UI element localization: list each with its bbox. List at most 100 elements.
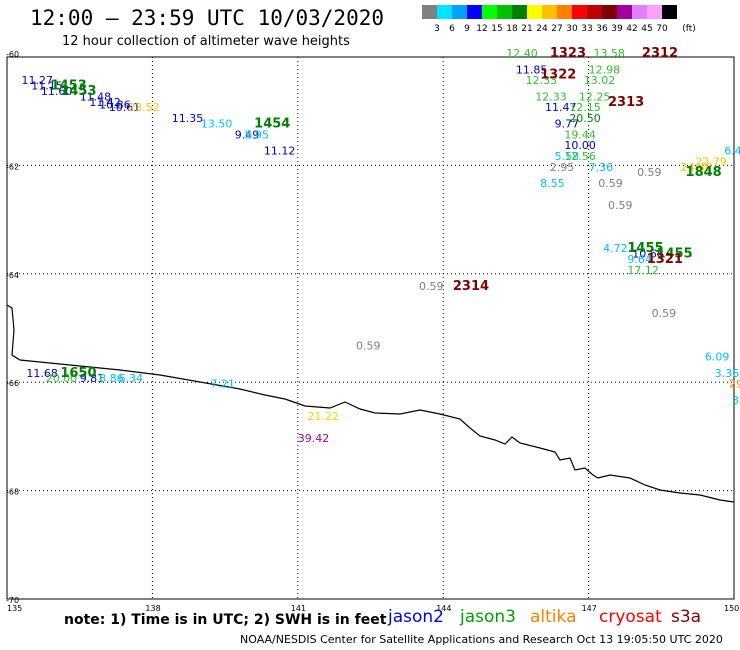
y-tick-label: -62 [6,162,19,171]
swh-value: 12.98 [589,63,621,76]
swh-value: 39.42 [298,432,330,445]
swh-value: 11.35 [172,112,204,125]
pass-time-label: 2312 [642,46,678,61]
satellite-legend-jason2: jason2 [388,607,444,627]
pass-time-label: 1453 [51,79,87,94]
swh-value: 12.25 [579,90,611,103]
scale-label: 18 [506,24,518,34]
scale-label: 39 [611,24,623,34]
scale-label: 15 [491,24,503,34]
y-tick-label: -60 [6,50,19,59]
pass-time-label: 1455 [656,247,692,262]
swh-value: 10.61 [109,101,141,114]
swh-value: 3 [732,394,739,407]
swh-value: 10.00 [564,139,596,152]
satellite-legend-jason3: jason3 [460,607,516,627]
scale-label: 42 [626,24,638,34]
swh-value: 9.49 [235,128,260,141]
antarctic-coastline [6,304,735,503]
x-tick-label: 138 [145,604,160,613]
scale-swatch [602,5,617,19]
swh-value: 6.09 [705,351,730,364]
scale-label: 30 [566,24,578,34]
scale-label: 3 [434,24,440,34]
scale-swatch [542,5,557,19]
scale-swatch [587,5,602,19]
swh-value: 11.60 [41,85,73,98]
swh-value: 12.56 [564,150,596,163]
swh-value: 8.86 [99,372,124,385]
swh-value: 9.81 [80,372,105,385]
scale-swatch [647,5,662,19]
pass-time-label: 1322 [540,68,576,83]
scale-swatch [422,5,437,19]
swh-value: 7.21 [211,378,236,391]
scale-swatch [557,5,572,19]
satellite-legend-s3a: s3a [671,607,702,627]
swh-value: 3.36 [715,367,740,380]
scale-swatch [662,5,677,19]
swh-value: 29.19 [729,378,740,391]
swh-value: 11.27 [22,74,54,87]
swh-value: 11.68 [26,367,57,380]
scale-swatch [527,5,542,19]
page-subtitle: 12 hour collection of altimeter wave hei… [62,34,350,49]
pass-time-label: 1455 [627,241,663,256]
swh-value: 13.02 [584,74,616,87]
x-tick-label: 141 [291,604,306,613]
swh-value: 20.50 [569,112,601,125]
swh-value: 9.64 [627,253,652,266]
x-tick-label: 147 [582,604,597,613]
swh-value: 2.95 [550,161,575,174]
swh-value: 19.44 [564,128,596,141]
satellite-legend-cryosat: cryosat [599,607,662,627]
swh-value: 13.58 [593,47,625,60]
scale-label: 36 [596,24,608,34]
scale-label: 21 [521,24,533,34]
pass-time-label: 1323 [550,46,586,61]
pass-time-label: 2313 [608,95,644,110]
pass-time-label: 1650 [60,366,96,381]
scale-label: 6 [449,24,455,34]
swh-value: 0.59 [637,166,662,179]
swh-value: 24.49 [681,161,713,174]
swh-value: 0.59 [419,280,444,293]
scale-swatch [482,5,497,19]
scale-label: 12 [476,24,488,34]
scale-swatch [572,5,587,19]
map-grid [7,57,734,599]
swh-value: 11.12 [264,145,296,158]
swh-value: 6.34 [118,372,142,385]
scale-swatch [632,5,647,19]
swh-value: 7.36 [589,161,614,174]
swh-value: 12.33 [526,74,558,87]
swh-value: 11.48 [80,90,112,103]
swh-value: 10.86 [99,98,131,111]
x-tick-label: 135 [7,604,22,613]
swh-value: 8.95 [244,128,269,141]
y-tick-label: -64 [6,271,19,280]
pass-time-label: 2314 [453,279,489,294]
swh-value: 12.33 [535,90,567,103]
swh-value: 5.58 [555,150,580,163]
scale-swatch [497,5,512,19]
page-title: 12:00 – 23:59 UTC 10/03/2020 [30,6,385,30]
swh-value: 11.42 [89,96,121,109]
pass-time-label: 1848 [686,165,722,180]
scale-label: 27 [551,24,563,34]
scale-label: 45 [641,24,653,34]
swh-value: 17.12 [627,264,659,277]
scale-label: 33 [581,24,593,34]
scale-label: 70 [656,24,668,34]
scale-unit: (ft) [682,24,696,34]
swh-value: 20.00 [46,372,77,385]
swh-value: 12.40 [506,47,538,60]
y-tick-label: -66 [6,379,19,388]
swh-value: 13.50 [201,117,233,130]
swh-value: 0.59 [598,177,623,190]
swh-value: 0.59 [356,340,381,353]
footnote: note: 1) Time is in UTC; 2) SWH is in fe… [64,612,387,628]
swh-value: 12.15 [569,101,601,114]
scale-swatch [512,5,527,19]
